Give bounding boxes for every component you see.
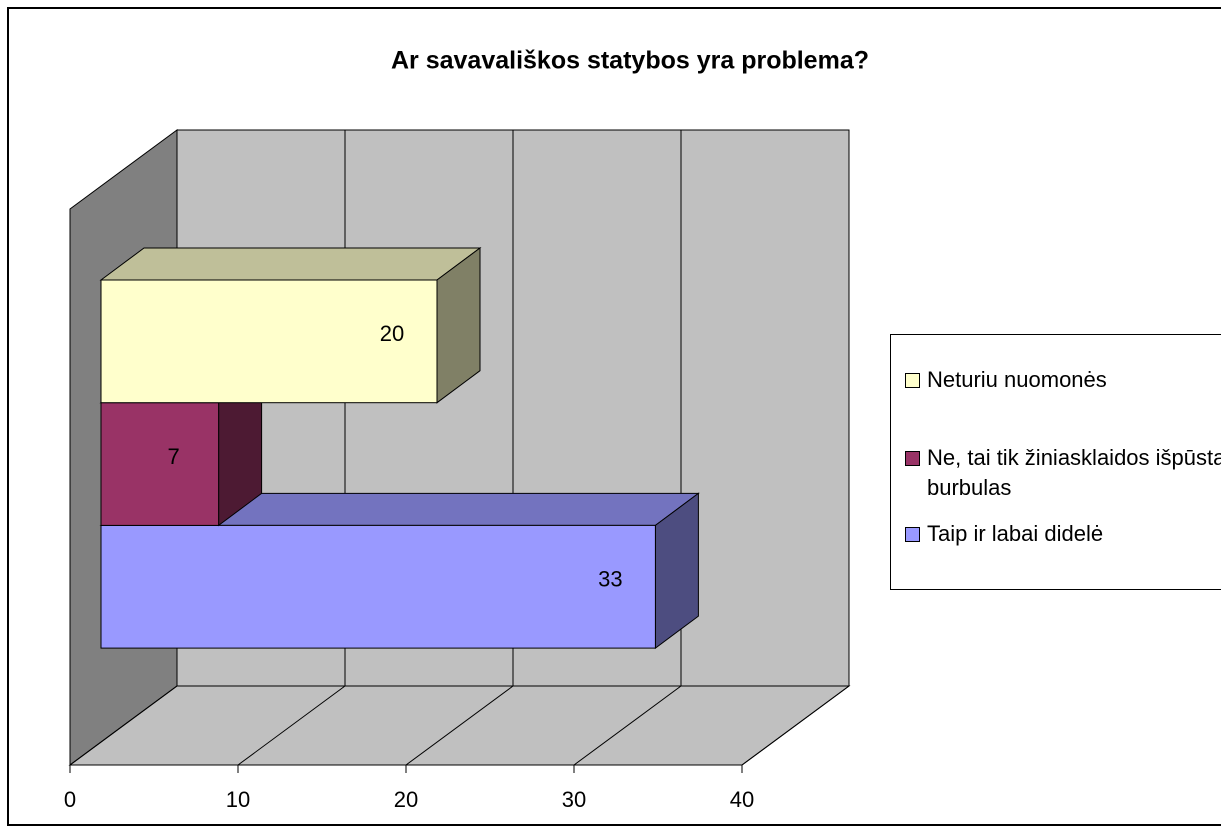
floor-grid-line bbox=[237, 685, 346, 766]
x-tick-label: 20 bbox=[394, 787, 418, 812]
floor-grid-line bbox=[573, 685, 682, 766]
floor-grid-line bbox=[405, 685, 514, 766]
floor-grid-line bbox=[69, 685, 178, 766]
legend-label: Ne, tai tik žiniasklaidos išpūstas burbu… bbox=[927, 445, 1221, 500]
bar-top bbox=[99, 247, 482, 281]
legend-item: Taip ir labai didelė bbox=[905, 519, 1221, 549]
x-tick-label: 30 bbox=[562, 787, 586, 812]
bar bbox=[100, 279, 438, 404]
plot-area: 0 10 20 30 40 33 7 20 bbox=[64, 129, 851, 812]
legend: Neturiu nuomonės Ne, tai tik žiniasklaido… bbox=[890, 334, 1221, 590]
legend-item: Neturiu nuomonės bbox=[905, 365, 1221, 395]
legend-swatch bbox=[905, 527, 920, 542]
x-tick-label: 10 bbox=[226, 787, 250, 812]
bar bbox=[100, 524, 656, 649]
legend-label: Taip ir labai didelė bbox=[927, 521, 1104, 546]
floor-grid-line bbox=[741, 685, 850, 766]
bar bbox=[100, 402, 220, 526]
chart-title: Ar savavališkos statybos yra problema? bbox=[391, 47, 869, 75]
legend-swatch bbox=[905, 373, 920, 388]
x-tick-label: 40 bbox=[730, 787, 754, 812]
x-tick-label: 0 bbox=[64, 787, 76, 812]
legend-label: Neturiu nuomonės bbox=[927, 367, 1107, 392]
legend-swatch bbox=[905, 451, 920, 466]
data-label: 7 bbox=[167, 444, 179, 469]
data-label: 33 bbox=[598, 567, 622, 592]
legend-item: Ne, tai tik žiniasklaidos išpūstas burbu… bbox=[905, 443, 1221, 503]
data-label: 20 bbox=[380, 321, 404, 346]
